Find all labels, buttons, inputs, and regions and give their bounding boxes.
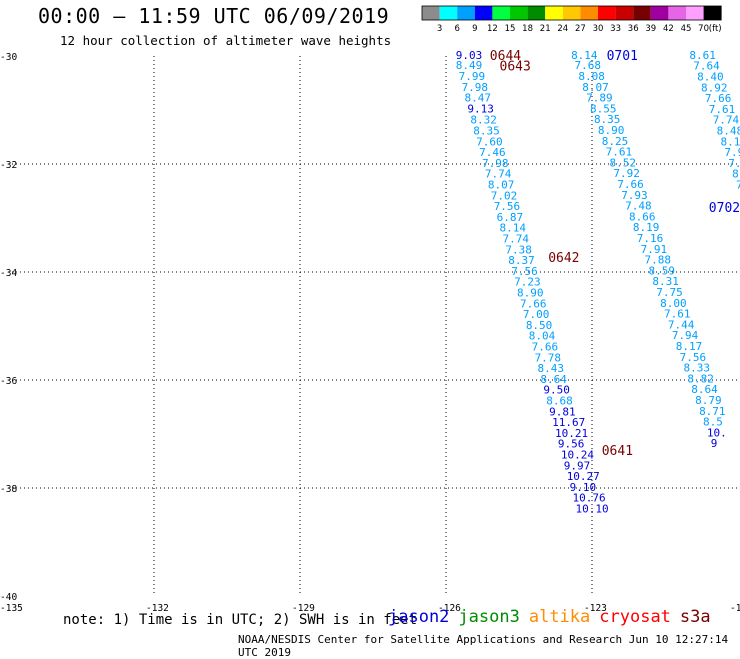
pass-time-label: 0642 <box>548 251 579 266</box>
footer-credit: NOAA/NESDIS Center for Satellite Applica… <box>238 633 740 659</box>
satellite-legend-item: cryosat <box>599 607 671 627</box>
pass-time-label: 0643 <box>500 60 531 75</box>
x-tick-label: -135 <box>0 603 23 612</box>
x-tick-label: -129 <box>292 603 315 612</box>
y-tick-label: -32 <box>0 160 17 171</box>
y-tick-label: -36 <box>0 376 17 387</box>
satellite-legend: jason2 jason3 altika cryosat s3a <box>388 607 720 627</box>
x-tick-label: -120 <box>730 603 740 612</box>
y-tick-label: -40 <box>0 592 17 603</box>
satellite-legend-item: jason3 <box>458 607 519 627</box>
y-tick-label: -38 <box>0 484 17 495</box>
pass-time-label: 0641 <box>602 444 633 459</box>
wave-height-value: 10.10 <box>575 503 608 516</box>
pass-time-label: 0701 <box>607 49 638 64</box>
y-tick-label: -34 <box>0 268 17 279</box>
satellite-legend-item: jason2 <box>388 607 449 627</box>
footer-note: note: 1) Time is in UTC; 2) SWH is in fe… <box>63 612 417 628</box>
satellite-legend-item: altika <box>529 607 590 627</box>
wave-height-value: 9 <box>711 437 718 450</box>
pass-time-label: 0702 <box>709 201 740 216</box>
x-tick-label: -132 <box>146 603 169 612</box>
satellite-legend-item: s3a <box>680 607 711 627</box>
y-tick-label: -30 <box>0 52 17 63</box>
wave-height-chart: -30-32-34-36-38-40-135-132-129-126-123-1… <box>0 0 740 612</box>
